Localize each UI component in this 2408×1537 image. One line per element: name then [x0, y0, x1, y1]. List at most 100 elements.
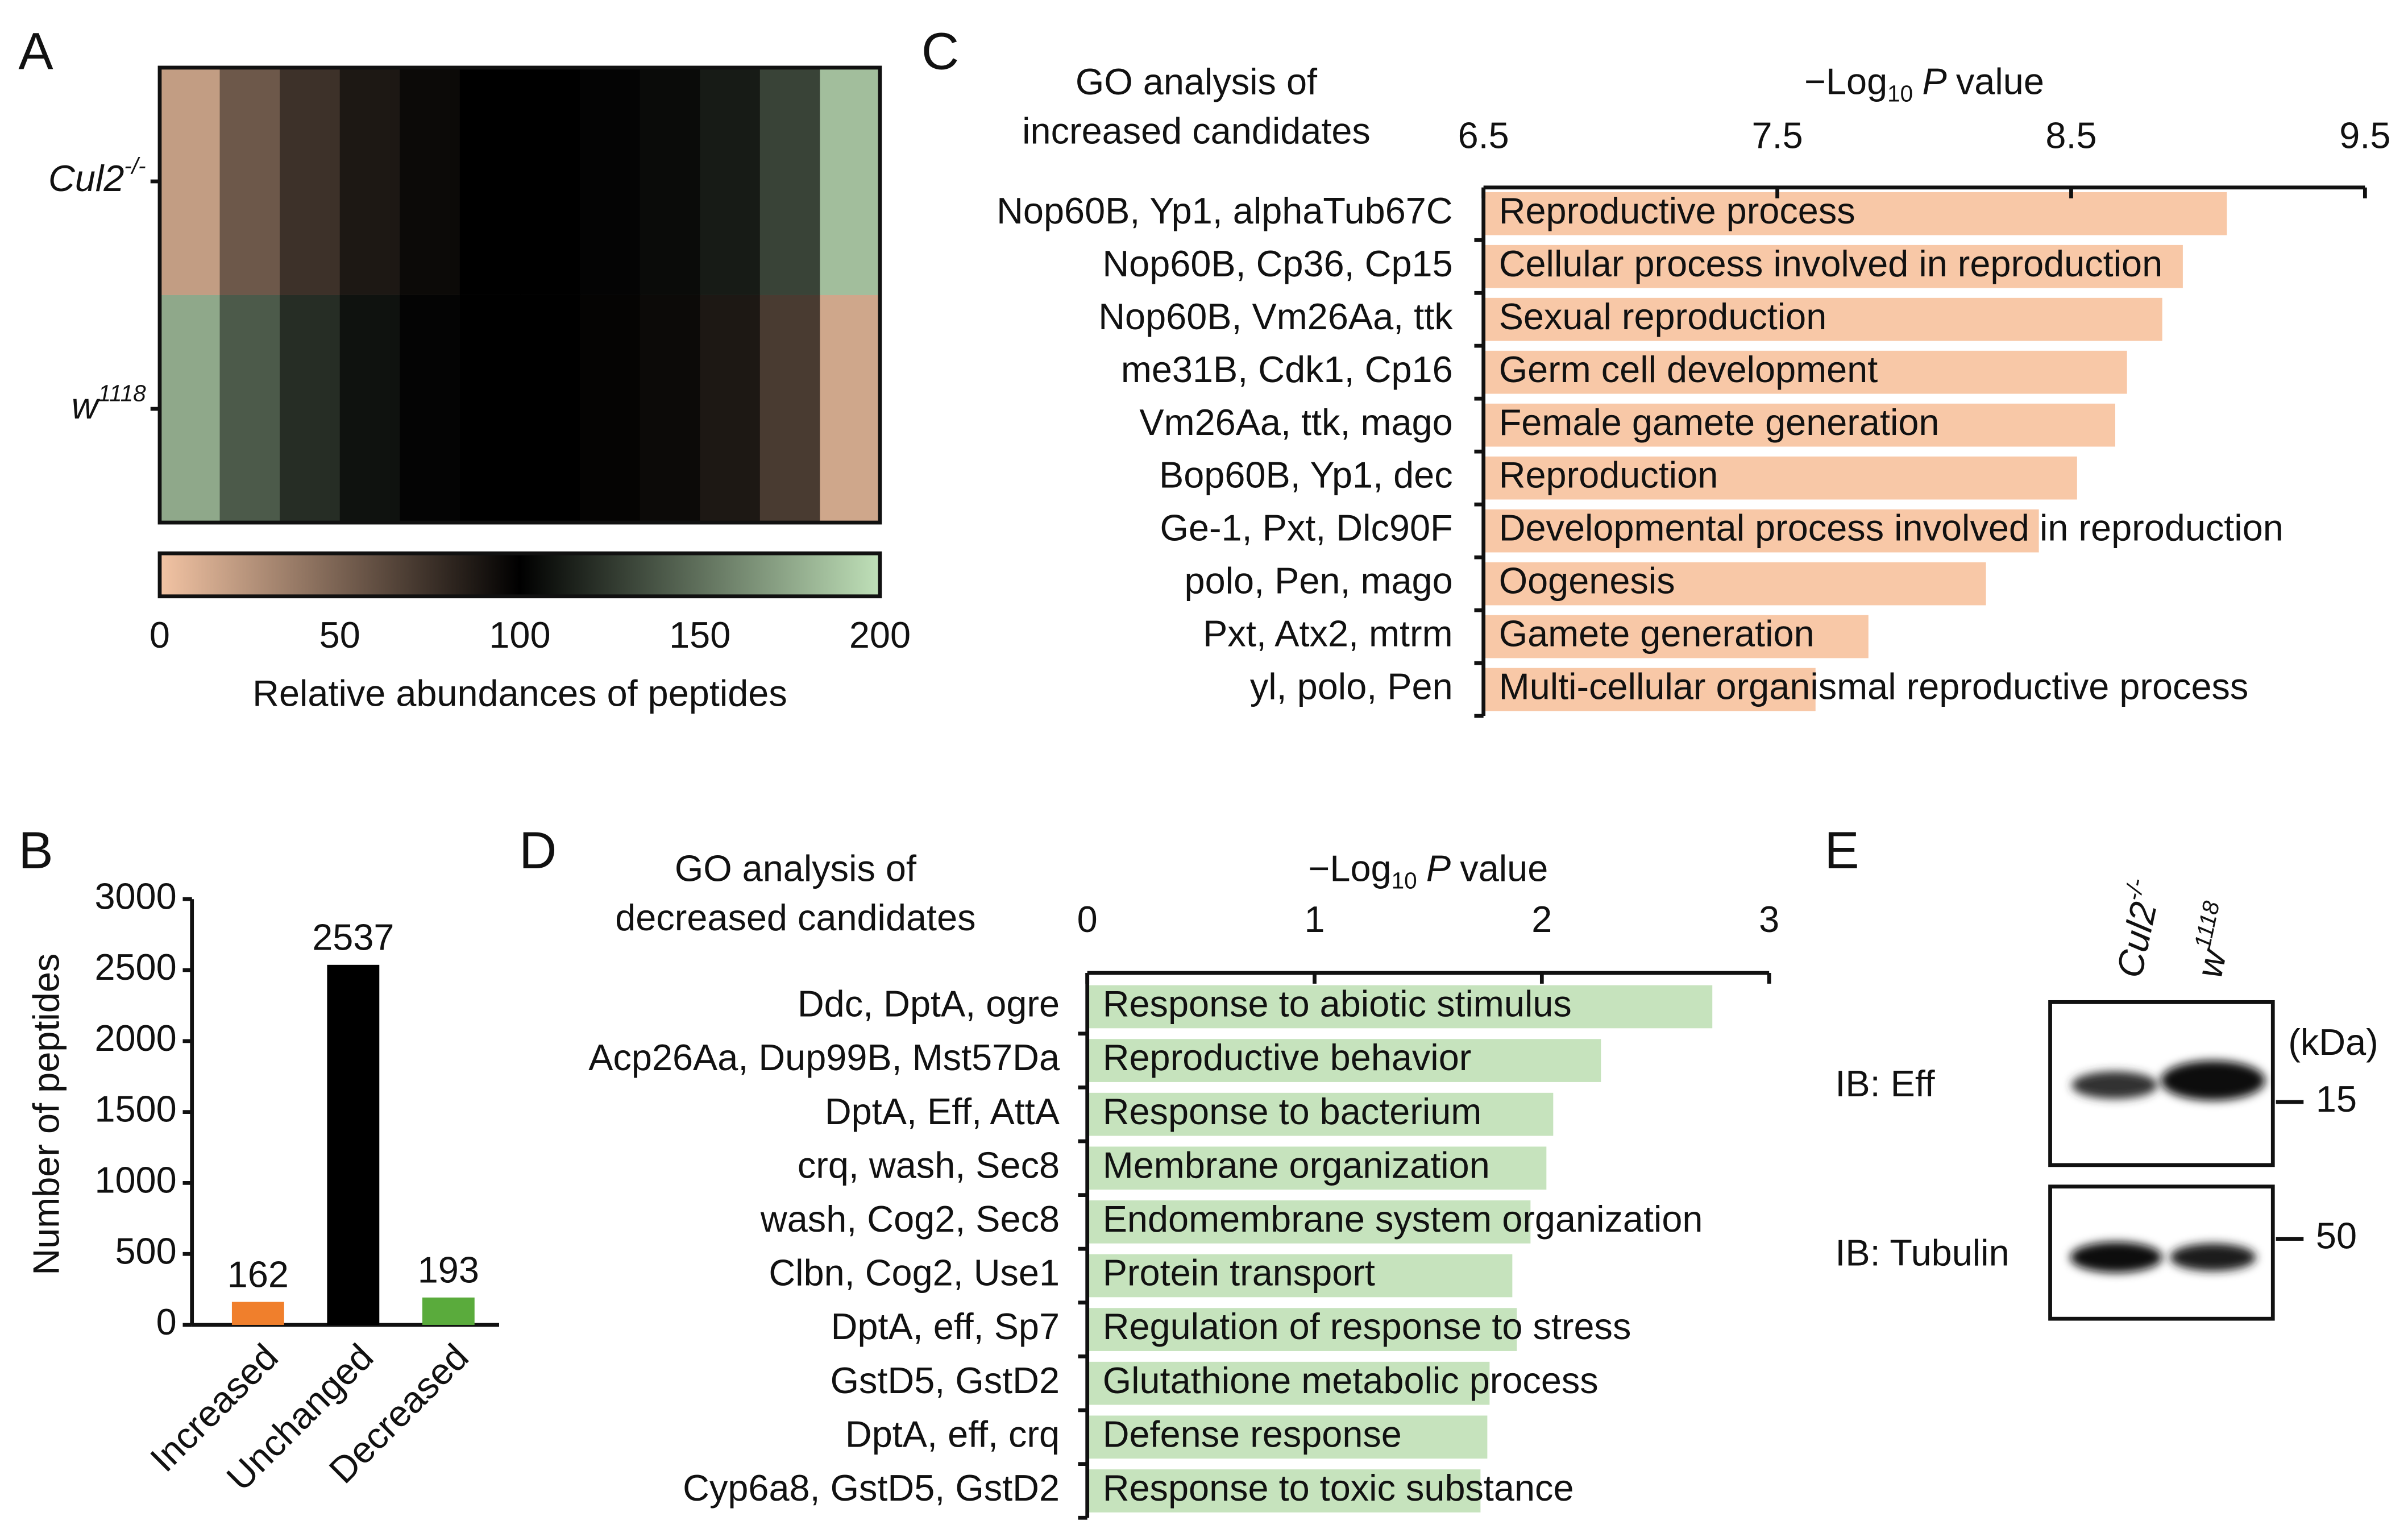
panel-letter: C	[921, 23, 959, 81]
x-tick-label: 8.5	[2045, 114, 2096, 156]
bar	[1087, 1254, 1513, 1298]
band	[2161, 1060, 2265, 1101]
blot-label: IB: Tubulin	[1835, 1232, 2009, 1273]
axis-title-text: value	[1460, 848, 1548, 889]
bar-label: Reproductive process	[1499, 190, 1855, 231]
label-sup: 1118	[2189, 898, 2224, 951]
chart-title: increased candidates	[1022, 110, 1371, 151]
bar	[1483, 668, 1816, 711]
colorbar-tick-label: 100	[489, 614, 550, 656]
bar	[1483, 509, 2039, 553]
heat-cell	[700, 67, 761, 295]
heat-cell	[280, 295, 341, 523]
gene-label: Ddc, DptA, ogre	[798, 983, 1060, 1025]
y-tick-label: 0	[156, 1301, 177, 1343]
panel-letter: A	[18, 23, 53, 81]
gene-label: yl, polo, Pen	[1250, 666, 1453, 707]
y-tick-label: 3000	[94, 875, 176, 917]
bar-label: Sexual reproduction	[1499, 296, 1827, 337]
heat-cell	[339, 67, 401, 295]
x-tick-label: 6.5	[1458, 114, 1509, 156]
bar-label: Protein transport	[1103, 1252, 1375, 1294]
unit-label: (kDa)	[2288, 1021, 2378, 1063]
heat-cell	[219, 295, 281, 523]
heat-cell	[459, 67, 521, 295]
gene-label: GstD5, GstD2	[831, 1360, 1060, 1401]
bar-label: Gamete generation	[1499, 613, 1815, 654]
heat-cell	[820, 67, 881, 295]
gene-label: polo, Pen, mago	[1185, 560, 1453, 602]
gene-label: Nop60B, Yp1, alphaTub67C	[997, 190, 1453, 231]
colorbar-tick-label: 150	[669, 614, 730, 656]
colorbar-tick-label: 50	[319, 614, 360, 656]
y-tick-label: 1500	[94, 1088, 176, 1130]
gene-label: Acp26Aa, Dup99B, Mst57Da	[588, 1037, 1060, 1078]
label: w1118	[2183, 898, 2244, 981]
heat-cell	[700, 295, 761, 523]
blot-label: IB: Eff	[1835, 1063, 1935, 1104]
bar-label: Membrane organization	[1103, 1144, 1490, 1186]
gene-label: wash, Cog2, Sec8	[760, 1198, 1060, 1240]
x-tick-label: 1	[1304, 898, 1325, 940]
bar-label: Glutathione metabolic process	[1103, 1360, 1599, 1401]
axis-title-it: P	[1922, 61, 1946, 102]
heatmap-frame	[157, 65, 882, 525]
bar	[1087, 985, 1713, 1029]
y-tick-label: 500	[115, 1230, 177, 1271]
heat-cell	[520, 295, 581, 523]
bar-label: Germ cell development	[1499, 349, 1878, 390]
bar	[1483, 562, 1986, 606]
panel-letter: B	[18, 822, 53, 880]
gene-label: me31B, Cdk1, Cp16	[1121, 349, 1453, 390]
heat-cell	[159, 295, 221, 523]
bar	[1483, 297, 2162, 341]
heat-cell	[159, 67, 221, 295]
chart-title: decreased candidates	[615, 897, 975, 938]
bar	[231, 1302, 284, 1325]
colorbar-label: Relative abundances of peptides	[252, 673, 787, 714]
axis-title-text: −Log	[1309, 848, 1392, 889]
bar	[1087, 1200, 1531, 1244]
heat-cell	[640, 295, 701, 523]
bar	[1087, 1308, 1517, 1351]
heat-cell	[219, 67, 281, 295]
bar-label: Developmental process involved in reprod…	[1499, 507, 2284, 549]
bar	[1087, 1415, 1488, 1459]
marker-label: 15	[2316, 1078, 2357, 1120]
value-label: 2537	[312, 917, 394, 958]
gene-label: Ge-1, Pxt, Dlc90F	[1160, 507, 1452, 549]
axis-title-sub: 10	[1392, 867, 1417, 893]
bar	[327, 964, 380, 1325]
label: Cul2-/-	[48, 152, 146, 199]
x-tick-label: 2	[1531, 898, 1552, 940]
band	[2070, 1242, 2162, 1273]
bar-label: Regulation of response to stress	[1103, 1306, 1631, 1347]
gene-label: Clbn, Cog2, Use1	[769, 1252, 1060, 1294]
colorbar	[157, 551, 882, 599]
heat-cell	[520, 67, 581, 295]
heat-cell	[580, 67, 641, 295]
bar	[1483, 192, 2227, 235]
chart-title: GO analysis of	[675, 848, 917, 889]
bar-label: Endomembrane system organization	[1103, 1198, 1703, 1240]
colorbar-tick-label: 0	[150, 614, 170, 656]
x-tick-label: 3	[1759, 898, 1779, 940]
axis-title-it: P	[1426, 848, 1451, 889]
label-text: w	[72, 385, 101, 426]
bar-label: Female gamete generation	[1499, 401, 1940, 443]
panel-letter: E	[1824, 822, 1859, 880]
panel-letter: D	[519, 822, 557, 880]
bar	[1483, 615, 1869, 658]
bar-label: Defense response	[1103, 1413, 1402, 1455]
gene-label: DptA, eff, Sp7	[831, 1306, 1060, 1347]
bar-label: Oogenesis	[1499, 560, 1675, 602]
chart-title: GO analysis of	[1076, 61, 1318, 102]
bar	[1087, 1039, 1601, 1082]
axis-title-text: value	[1956, 61, 2044, 102]
label-sup: 1118	[98, 380, 147, 406]
bar	[422, 1297, 475, 1325]
heat-cell	[820, 295, 881, 523]
